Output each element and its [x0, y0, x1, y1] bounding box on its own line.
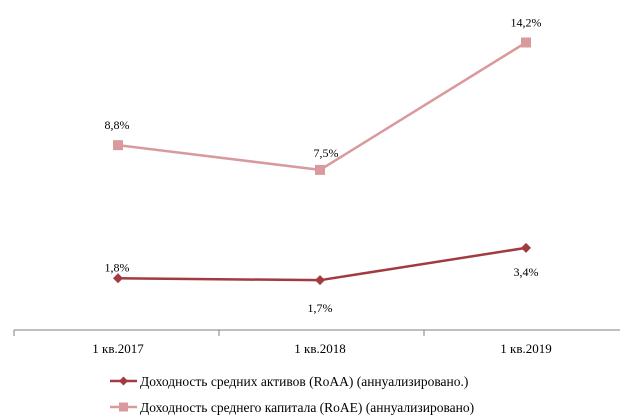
legend-marker [119, 402, 128, 412]
x-tick-label: 1 кв.2018 [294, 341, 345, 356]
data-label: 7,5% [314, 146, 339, 160]
data-point [113, 273, 123, 284]
data-point [315, 275, 325, 286]
legend-marker [119, 376, 128, 386]
x-axis: 1 кв.2017 1 кв.2018 1 кв.2019 [13, 329, 620, 356]
data-point [113, 140, 123, 151]
legend-label: Доходность средних активов (RoAA) (аннуа… [140, 374, 468, 389]
legend-label: Доходность среднего капитала (RoAE) (анн… [140, 400, 474, 415]
data-point [521, 37, 531, 48]
plot-area: 1,8% 1,7% 3,4% 8,8% 7,5% 14,2% [105, 16, 542, 316]
legend: Доходность средних активов (RoAA) (аннуа… [110, 374, 474, 415]
x-tick-label: 1 кв.2017 [92, 341, 144, 356]
data-label: 14,2% [511, 16, 542, 30]
data-label: 1,7% [308, 301, 333, 315]
data-label: 3,4% [514, 265, 539, 279]
data-point [521, 242, 531, 253]
data-label: 8,8% [105, 118, 130, 132]
x-tick-label: 1 кв.2019 [500, 341, 551, 356]
series-line-1 [117, 246, 527, 282]
data-point [315, 164, 325, 175]
data-label: 1,8% [105, 260, 130, 274]
